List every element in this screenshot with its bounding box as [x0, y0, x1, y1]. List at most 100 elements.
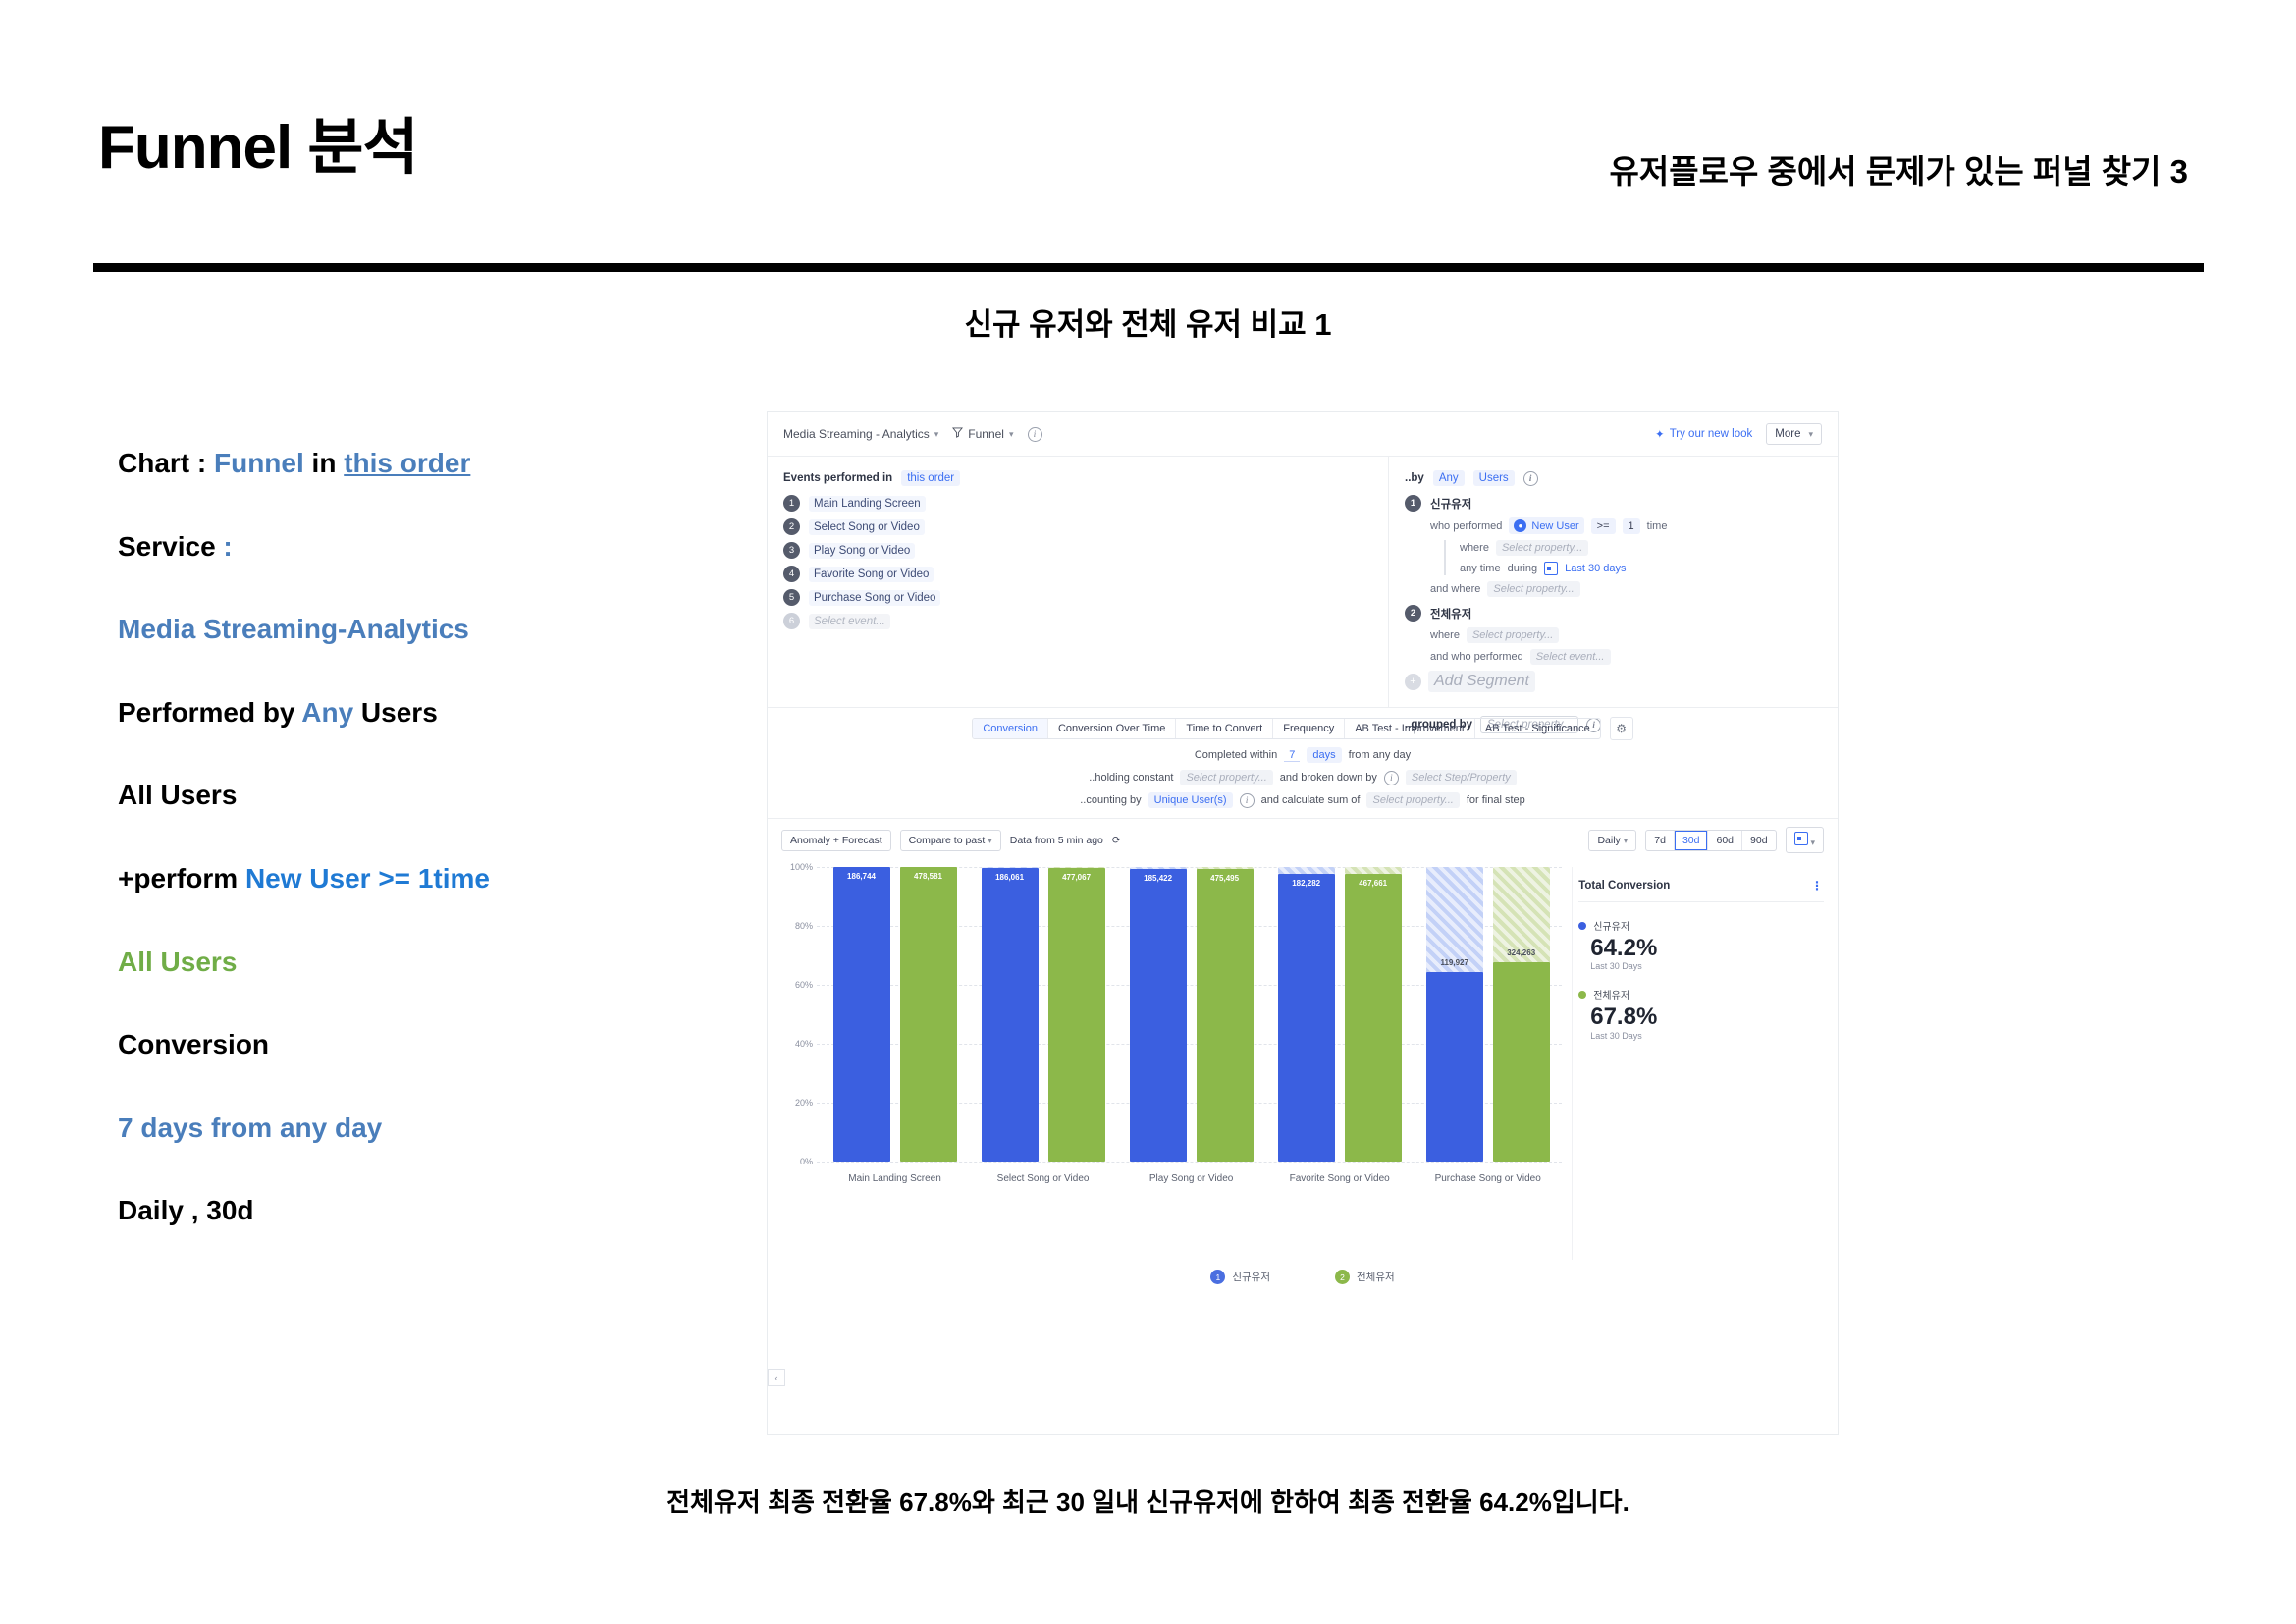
bar-value-label: 477,067	[1062, 872, 1092, 882]
person-icon: ●	[1514, 519, 1527, 532]
anomaly-forecast-button[interactable]: Anomaly + Forecast	[781, 829, 891, 851]
chart-controls: Anomaly + Forecast Compare to past ▾ Dat…	[768, 819, 1838, 861]
info-icon[interactable]: i	[1383, 770, 1399, 785]
range-button[interactable]: 90d	[1750, 834, 1768, 846]
project-selector[interactable]: Media Streaming - Analytics ▾	[783, 427, 938, 441]
grouped-by-label: ..grouped by	[1405, 719, 1472, 731]
step-label[interactable]: Main Landing Screen	[809, 495, 926, 512]
bar-value-label: 324,263	[1507, 947, 1536, 957]
page-subtitle: 유저플로우 중에서 문제가 있는 퍼널 찾기 3	[1609, 153, 2188, 189]
bar[interactable]: 186,744	[832, 867, 890, 1162]
where-property-input[interactable]: Select property...	[1495, 540, 1589, 556]
during-label[interactable]: during	[1507, 563, 1538, 574]
try-new-look-link[interactable]: ✦ Try our new look	[1655, 427, 1752, 441]
bar-value-label: 186,744	[847, 872, 876, 881]
holding-constant-input[interactable]: Select property...	[1180, 770, 1273, 785]
y-tick-label: 20%	[794, 1098, 813, 1108]
bar[interactable]: 182,282	[1277, 874, 1335, 1162]
range-button[interactable]: 30d	[1675, 830, 1709, 850]
info-icon[interactable]: i	[1239, 792, 1255, 808]
bar[interactable]: 475,495	[1196, 868, 1254, 1162]
funnel-bar-chart: 0% 20% 40% 60% 80% 100% 186,744 478,581 186,061…	[777, 862, 1572, 1191]
and-where-property-input[interactable]: Select property...	[1487, 581, 1580, 597]
bullet-text: +perform	[118, 862, 245, 893]
step-label[interactable]: Select event...	[809, 613, 890, 629]
step-label[interactable]: Purchase Song or Video	[809, 589, 941, 606]
slide-caption: 전체유저 최종 전환율 67.8%와 최근 30 일내 신규유저에 한하여 최종…	[667, 1488, 1629, 1517]
custom-date-button[interactable]: ▾	[1785, 827, 1824, 853]
days-chip[interactable]: days	[1307, 747, 1342, 763]
event-step-row[interactable]: 5 Purchase Song or Video	[783, 589, 1372, 606]
more-button[interactable]: More ▾	[1766, 423, 1822, 445]
metric-tab[interactable]: Conversion	[973, 719, 1048, 738]
operator-chip[interactable]: >=	[1590, 517, 1616, 534]
bar[interactable]: 467,661	[1344, 873, 1402, 1162]
bar[interactable]: 477,067	[1047, 867, 1105, 1162]
date-range-chip[interactable]: Last 30 days	[1565, 563, 1627, 574]
any-time-label[interactable]: any time	[1460, 563, 1501, 574]
x-axis-labels: Main Landing Screen Select Song or Video P…	[821, 1173, 1562, 1184]
completed-within-label: Completed within	[1194, 749, 1278, 761]
chevron-down-icon: ▾	[934, 428, 939, 439]
range-button[interactable]: 60d	[1708, 830, 1743, 850]
any-chip[interactable]: Any	[1432, 470, 1465, 486]
kebab-menu-icon[interactable]: ⋮	[1811, 879, 1824, 893]
new-user-event-chip[interactable]: ● New User	[1509, 517, 1584, 534]
count-chip[interactable]: 1	[1622, 517, 1640, 534]
step-label[interactable]: Favorite Song or Video	[809, 566, 934, 582]
gear-icon[interactable]: ⚙	[1609, 717, 1633, 740]
chart-area: 0% 20% 40% 60% 80% 100% 186,744 478,581 186,061…	[768, 861, 1838, 1260]
broken-down-by-input[interactable]: Select Step/Property	[1405, 770, 1517, 785]
total-conversion-panel: Total Conversion ⋮ 신규유저 64.2% Last 30 Days…	[1572, 867, 1838, 1260]
gridline	[817, 1044, 1563, 1045]
bullet-item: Performed by Any Users	[118, 696, 746, 730]
bullet-text: All Users	[118, 780, 238, 811]
range-button[interactable]: 7d	[1646, 830, 1675, 850]
unique-users-chip[interactable]: Unique User(s)	[1148, 792, 1233, 808]
info-icon[interactable]: i	[1522, 470, 1538, 486]
segment-2-name[interactable]: 전체유저	[1430, 608, 1472, 621]
bullet-text: Daily , 30d	[118, 1195, 254, 1226]
grouped-by-input[interactable]: Select property...	[1480, 716, 1579, 733]
select-event-input[interactable]: Select event...	[1529, 649, 1611, 665]
bar[interactable]: 185,422	[1129, 869, 1187, 1162]
bar[interactable]: 186,061	[981, 868, 1039, 1162]
add-segment-row[interactable]: + Add Segment	[1405, 671, 1822, 692]
where-property-input[interactable]: Select property...	[1466, 627, 1560, 643]
event-step-row[interactable]: 3 Play Song or Video	[783, 542, 1372, 559]
legend-entry[interactable]: 1 신규유저	[1210, 1270, 1270, 1284]
segment-1-name[interactable]: 신규유저	[1430, 498, 1472, 511]
calendar-icon	[1793, 832, 1808, 845]
segment-1-title: 1 신규유저	[1405, 495, 1822, 512]
metric-tab[interactable]: Frequency	[1273, 719, 1346, 738]
users-chip[interactable]: Users	[1472, 470, 1515, 486]
refresh-icon[interactable]: ⟳	[1111, 834, 1121, 846]
compare-to-past-button[interactable]: Compare to past ▾	[899, 829, 1001, 851]
bar-group: 182,282 467,661	[1277, 867, 1402, 1162]
sum-property-input[interactable]: Select property...	[1366, 792, 1460, 808]
metric-tab[interactable]: Time to Convert	[1176, 719, 1274, 738]
legend-label: 신규유저	[1232, 1272, 1270, 1283]
event-step-row[interactable]: 1 Main Landing Screen	[783, 495, 1372, 512]
metric-tab[interactable]: AB Test - Significance	[1484, 723, 1590, 734]
event-step-row[interactable]: 4 Favorite Song or Video	[783, 566, 1372, 582]
metric-tab[interactable]: Conversion Over Time	[1048, 719, 1177, 738]
bar[interactable]: 478,581	[899, 867, 957, 1162]
step-label[interactable]: Play Song or Video	[809, 542, 916, 559]
event-step-row[interactable]: 2 Select Song or Video	[783, 518, 1372, 535]
granularity-selector[interactable]: Daily ▾	[1588, 829, 1637, 851]
bar[interactable]: 119,927	[1425, 958, 1483, 1162]
legend-entry[interactable]: 2 전체유저	[1335, 1270, 1395, 1284]
bar[interactable]: 324,263	[1492, 948, 1550, 1162]
event-step-row[interactable]: 6 Select event...	[783, 613, 1372, 629]
segments-heading-row: ..by Any Users i	[1405, 470, 1822, 486]
order-chip[interactable]: this order	[901, 470, 961, 486]
completed-within-value[interactable]: 7	[1284, 749, 1301, 762]
chart-type-selector[interactable]: Funnel ▾	[952, 427, 1014, 441]
chevron-down-icon: ▾	[988, 835, 992, 845]
step-label[interactable]: Select Song or Video	[809, 518, 925, 535]
info-icon[interactable]: i	[1027, 426, 1042, 442]
metric-tab[interactable]: AB Test - Improvement	[1345, 719, 1475, 738]
scroll-left-handle[interactable]: ‹	[768, 1369, 785, 1386]
x-tick-label: Purchase Song or Video	[1434, 1173, 1541, 1184]
